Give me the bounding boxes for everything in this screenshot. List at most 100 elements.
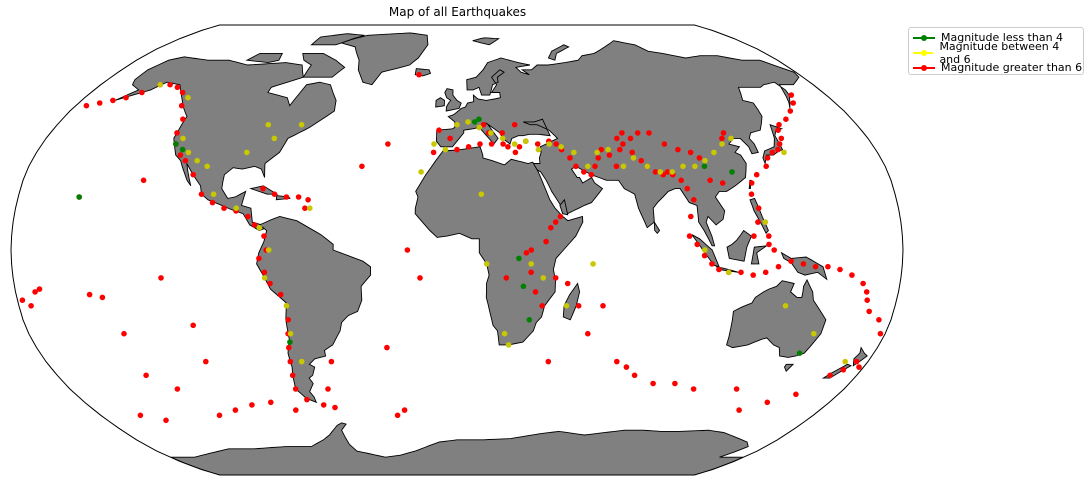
quake-point-mag-gt6 <box>295 194 302 200</box>
quake-point-mag-gt6 <box>598 146 604 153</box>
quake-point-mag-gt6 <box>447 135 453 142</box>
quake-point-mag-gt6 <box>553 141 559 147</box>
quake-point-mag-gt6 <box>691 197 697 203</box>
quake-point-mag-4to6 <box>811 330 817 337</box>
quake-point-mag-gt6 <box>688 213 694 220</box>
quake-point-mag-gt6 <box>738 269 744 276</box>
quake-point-mag-gt6 <box>232 407 239 413</box>
quake-point-mag-gt6 <box>543 238 549 245</box>
ocean <box>11 25 903 475</box>
quake-point-mag-gt6 <box>696 155 703 161</box>
quake-point-mag-4to6 <box>680 163 686 170</box>
quake-point-mag-gt6 <box>140 177 147 184</box>
quake-point-mag-gt6 <box>652 169 659 175</box>
quake-point-mag-gt6 <box>719 180 726 186</box>
landmass-greenland <box>339 32 429 86</box>
quake-point-mag-4to6 <box>630 155 637 161</box>
quake-point-mag-gt6 <box>646 130 652 136</box>
quake-point-mag-gt6 <box>709 261 715 267</box>
quake-point-mag-lt4 <box>729 169 735 175</box>
quake-point-mag-gt6 <box>755 205 762 211</box>
quake-point-mag-4to6 <box>283 303 290 309</box>
quake-point-mag-gt6 <box>613 163 620 170</box>
quake-point-mag-gt6 <box>853 358 860 365</box>
landmass-novaya-zemlya <box>547 44 570 61</box>
landmass-tasmania <box>783 363 795 372</box>
quake-point-mag-gt6 <box>251 222 258 228</box>
quake-point-mag-gt6 <box>19 297 26 304</box>
quake-point-mag-gt6 <box>96 100 103 106</box>
quake-point-mag-gt6 <box>465 144 472 150</box>
quake-point-mag-gt6 <box>110 97 116 104</box>
quake-point-mag-gt6 <box>764 399 771 406</box>
quake-point-mag-4to6 <box>465 119 471 125</box>
quake-point-mag-4to6 <box>157 81 163 88</box>
landmass-eurasia <box>435 40 800 247</box>
quake-point-mag-gt6 <box>534 141 541 147</box>
quake-point-mag-4to6 <box>669 169 675 175</box>
quake-point-mag-gt6 <box>401 407 408 413</box>
quake-point-mag-lt4 <box>76 194 82 200</box>
quake-point-mag-gt6 <box>766 241 772 248</box>
quake-point-mag-gt6 <box>209 199 216 206</box>
quake-point-mag-4to6 <box>488 130 494 136</box>
quake-point-mag-gt6 <box>121 330 127 337</box>
quake-point-mag-4to6 <box>505 342 512 348</box>
quake-point-mag-4to6 <box>711 149 717 156</box>
quake-point-mag-gt6 <box>545 358 552 365</box>
quake-point-mag-gt6 <box>849 272 855 278</box>
quake-point-mag-4to6 <box>185 94 191 101</box>
quake-point-mag-4to6 <box>233 205 239 211</box>
quake-point-mag-gt6 <box>650 380 656 387</box>
landmass-philippines <box>749 197 769 235</box>
quake-point-mag-4to6 <box>271 135 278 142</box>
legend-label: Magnitude less than 4 <box>941 31 1064 44</box>
line-dot-marker-icon <box>913 63 935 73</box>
quake-point-mag-lt4 <box>526 317 533 323</box>
landmass-africa <box>414 146 584 346</box>
quake-point-mag-gt6 <box>827 372 833 379</box>
quake-point-mag-gt6 <box>139 89 145 96</box>
map-boundary <box>10 24 904 476</box>
quake-point-mag-gt6 <box>245 213 251 220</box>
quake-point-mag-gt6 <box>512 149 519 156</box>
quake-point-mag-gt6 <box>28 303 34 309</box>
quake-point-mag-gt6 <box>763 163 769 170</box>
quake-point-mag-gt6 <box>528 269 534 276</box>
quake-point-mag-4to6 <box>571 149 577 156</box>
quake-point-mag-gt6 <box>672 380 678 387</box>
quake-point-mag-gt6 <box>454 146 460 153</box>
quake-point-mag-gt6 <box>36 286 43 292</box>
quake-point-mag-gt6 <box>289 372 296 379</box>
quake-point-mag-gt6 <box>416 71 422 78</box>
quake-point-mag-gt6 <box>320 402 327 408</box>
quake-point-mag-gt6 <box>751 233 757 239</box>
quake-point-mag-gt6 <box>304 396 310 403</box>
quake-point-mag-gt6 <box>860 280 866 287</box>
line-dot-marker-icon <box>913 48 934 58</box>
quake-point-mag-gt6 <box>384 344 390 351</box>
legend-item-large: Magnitude greater than 6 <box>909 60 1083 75</box>
quake-point-mag-gt6 <box>179 89 186 96</box>
quake-point-mag-4to6 <box>585 163 591 170</box>
quake-point-mag-gt6 <box>776 141 783 147</box>
quake-point-mag-gt6 <box>260 185 266 192</box>
quake-point-mag-gt6 <box>720 130 727 136</box>
quake-point-mag-gt6 <box>776 121 782 128</box>
quake-point-mag-gt6 <box>302 205 308 211</box>
quake-point-mag-gt6 <box>864 297 870 304</box>
quake-point-mag-gt6 <box>528 247 535 253</box>
quake-point-mag-lt4 <box>701 163 708 170</box>
quake-point-mag-gt6 <box>430 149 437 156</box>
quake-point-mag-gt6 <box>617 146 623 153</box>
quake-point-mag-4to6 <box>418 169 424 175</box>
quake-point-mag-4to6 <box>287 330 294 337</box>
quake-point-mag-4to6 <box>298 358 305 365</box>
quake-point-mag-gt6 <box>488 141 495 147</box>
landmass-madagascar <box>562 282 581 321</box>
quake-point-mag-4to6 <box>657 169 664 175</box>
quake-point-mag-4to6 <box>476 124 483 131</box>
quake-point-mag-gt6 <box>158 275 164 281</box>
quake-point-mag-lt4 <box>476 116 482 122</box>
